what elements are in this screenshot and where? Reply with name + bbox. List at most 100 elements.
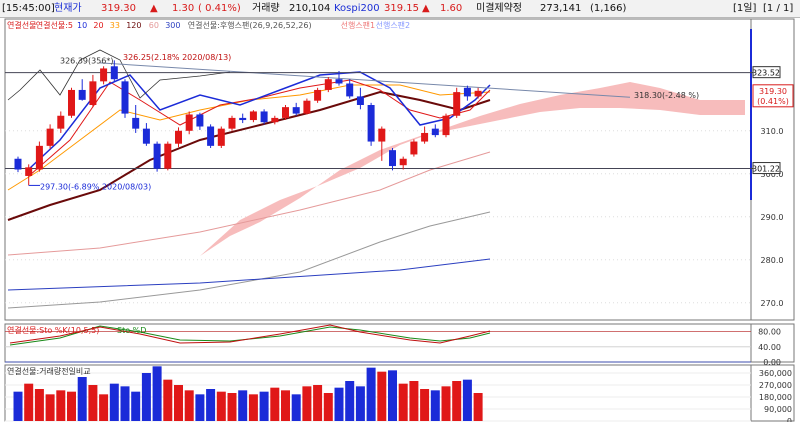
volume-bar <box>152 366 162 421</box>
annotation-high-date: 326.25(2.18% 2020/08/13) <box>123 53 231 62</box>
y-tick-label: 280.0 <box>761 256 784 265</box>
candle-body <box>217 128 225 146</box>
volume-tick-label: 0 <box>787 417 792 422</box>
legend-item: 120 <box>126 21 141 30</box>
candle-body <box>57 115 65 129</box>
candle-body <box>303 100 311 114</box>
volume-bar <box>462 379 472 421</box>
volume-bar <box>45 394 55 421</box>
volume-bar <box>13 391 23 421</box>
legend-item: 연결선물 <box>7 20 36 30</box>
annotation-low: 297.30(-6.89% 2020/08/03) <box>40 182 151 191</box>
legend-item: 300 <box>165 21 180 30</box>
index-up-arrow-icon: ▲ <box>422 3 430 14</box>
candle-body <box>474 90 482 97</box>
sto-tick-label: 0.00 <box>763 358 781 367</box>
ma-line-5 <box>29 71 491 169</box>
volume-bar <box>34 389 44 421</box>
volume-bar <box>206 389 216 421</box>
candle-body <box>121 81 129 114</box>
change-value: 1.30 <box>172 3 195 14</box>
y-tick-label: 270.0 <box>761 299 784 308</box>
quote-bar: [15:45:00] 현재가 319.30 ▲ 1.30 ( 0.41%) 거래… <box>0 0 800 18</box>
volume-bar <box>313 385 323 421</box>
volume-bar <box>270 387 280 421</box>
price-label: 현재가 <box>54 3 82 14</box>
volume-bar <box>355 386 365 421</box>
volume-bar <box>420 389 430 421</box>
reference-level-box <box>752 162 781 175</box>
volume-bar <box>302 386 312 421</box>
candle-body <box>442 115 450 136</box>
volume-bar <box>67 391 76 421</box>
volume-value: 210,104 <box>289 3 331 14</box>
legend-item: 선행스팬2 <box>376 20 411 30</box>
volume-bar <box>195 394 205 421</box>
candle-body <box>14 158 22 170</box>
axis-frame <box>750 323 795 363</box>
legend-item: 연결선물:후행스팬(26,9,26,52,26) <box>188 20 312 30</box>
candle-body <box>249 111 257 121</box>
candle-body <box>46 128 54 146</box>
candle-body <box>196 114 204 127</box>
volume-bar <box>88 385 98 421</box>
volume-tick-label: 180,000 <box>759 393 792 402</box>
volume-bar <box>345 381 355 421</box>
candle-body <box>410 141 418 155</box>
candle-body <box>100 68 108 82</box>
volume-bar <box>334 387 344 421</box>
volume-bar <box>216 391 226 421</box>
open-interest-label: 미결제약정 <box>476 3 522 14</box>
volume-bar <box>238 390 248 421</box>
ma-line-long <box>7 211 491 309</box>
sto-k-line <box>9 324 491 344</box>
candle-body <box>421 132 429 142</box>
legend-item: 선행스팬1 <box>341 20 376 30</box>
candle-body <box>207 126 215 146</box>
legend-item: 20 <box>93 21 103 30</box>
lagging-span <box>7 49 231 101</box>
volume-bar <box>174 385 183 421</box>
volume-title: 연결선물:거래량전일비교 <box>7 366 91 376</box>
period-button[interactable]: [1일] <box>733 3 757 14</box>
current-price-box <box>752 84 794 108</box>
candle-body <box>292 107 300 114</box>
candle-body <box>282 107 289 118</box>
candle-body <box>335 79 343 84</box>
sto-tick-label: 40.00 <box>758 343 781 352</box>
legend-item: 10 <box>77 21 87 30</box>
volume-bar <box>430 390 440 421</box>
chart-canvas: 270.0 280.0 290.0 300.0 310.0 323.52 301.22 326… <box>4 18 795 422</box>
volume-bar <box>184 390 194 421</box>
page-indicator[interactable]: [1 / 1] <box>763 3 794 14</box>
y-tick-label: 310.0 <box>761 127 784 136</box>
volume-bar <box>259 391 269 421</box>
price-value: 319.30 <box>101 3 136 14</box>
candle-body <box>378 128 386 142</box>
sto-title: 연결선물:Sto %K(10,5,5) <box>7 325 99 335</box>
panel-frame <box>4 18 752 321</box>
candle-body <box>314 89 322 101</box>
ma-line-10 <box>29 79 491 176</box>
open-interest-change: (1,166) <box>590 3 627 14</box>
sto-legend: Sto %D <box>117 326 146 335</box>
open-interest-value: 273,141 <box>540 3 582 14</box>
change-pct: ( 0.41%) <box>198 3 241 14</box>
volume-bar <box>109 383 119 421</box>
volume-bar <box>452 381 462 421</box>
candle-body <box>185 114 193 131</box>
volume-bar <box>248 394 258 421</box>
candle-body <box>132 117 140 129</box>
volume-bar <box>441 386 451 421</box>
volume-bar <box>163 379 173 421</box>
volume-label: 거래량 <box>252 3 280 14</box>
reference-level-label: 301.22 <box>752 165 780 174</box>
candle-body <box>260 111 268 123</box>
volume-bar <box>409 381 419 421</box>
candle-body <box>228 117 236 129</box>
volume-bar <box>377 371 387 421</box>
candle-body <box>389 150 396 167</box>
annotation-trend: 318.30(-2.48 %) <box>634 91 699 100</box>
candle-body <box>346 83 354 97</box>
